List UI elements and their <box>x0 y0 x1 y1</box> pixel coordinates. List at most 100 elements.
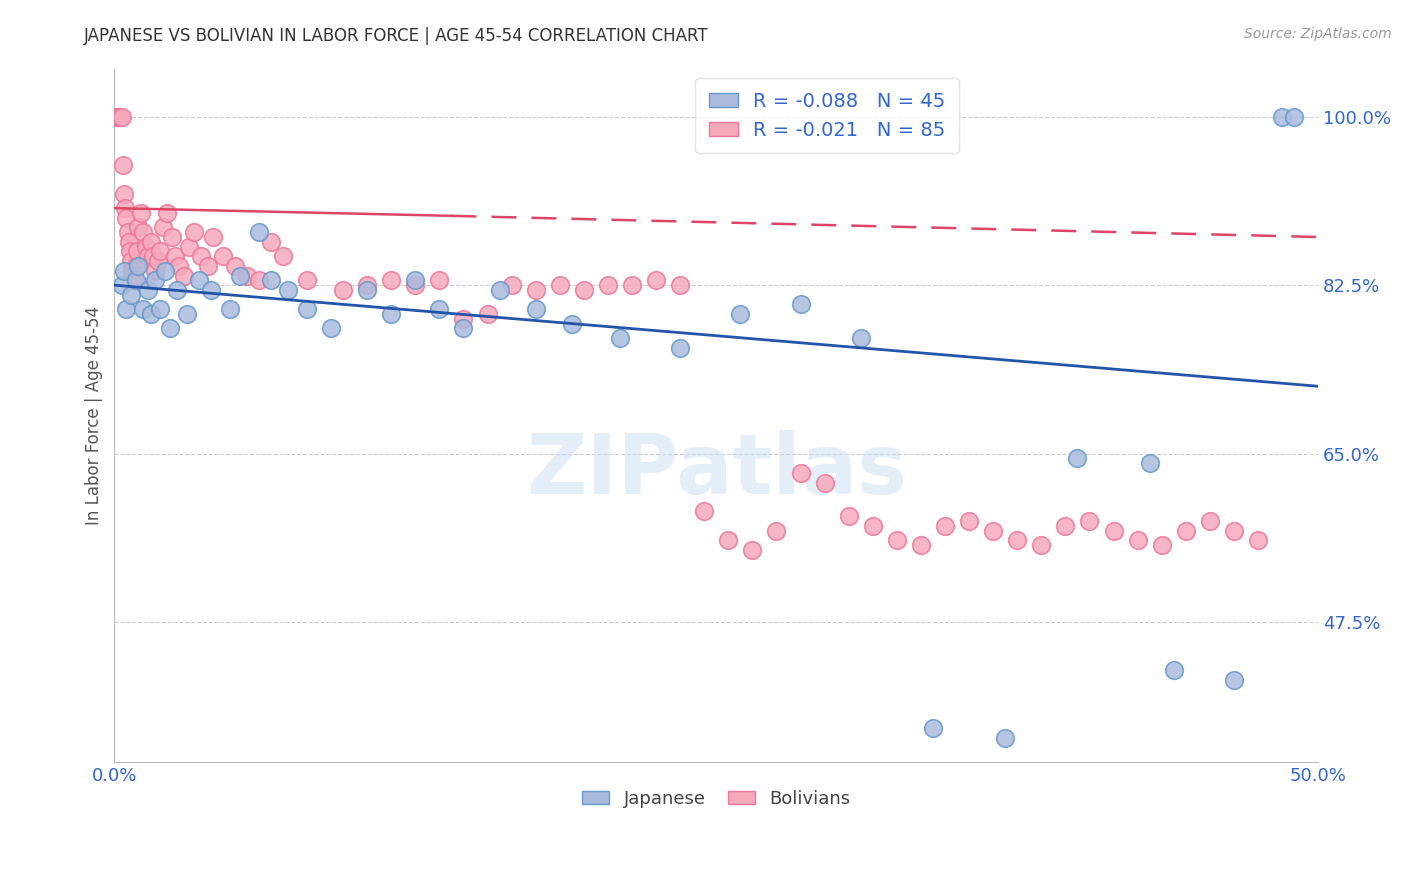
Point <box>453 311 475 326</box>
Point <box>202 230 225 244</box>
Point <box>561 317 583 331</box>
Point <box>1005 533 1028 548</box>
Point <box>127 244 149 259</box>
Text: ZIPatlas: ZIPatlas <box>526 430 907 511</box>
Point <box>1031 538 1053 552</box>
Point <box>219 302 242 317</box>
Point <box>173 268 195 283</box>
Point <box>183 225 205 239</box>
Point <box>548 278 571 293</box>
Point <box>143 263 166 277</box>
Point <box>404 273 426 287</box>
Point <box>117 225 139 239</box>
Point <box>121 263 143 277</box>
Point <box>356 283 378 297</box>
Point <box>429 302 451 317</box>
Point <box>271 249 294 263</box>
Point <box>981 524 1004 538</box>
Point <box>132 302 155 317</box>
Point <box>332 283 354 297</box>
Point <box>247 225 270 239</box>
Point <box>129 206 152 220</box>
Point <box>910 538 932 552</box>
Point <box>849 331 872 345</box>
Point <box>404 278 426 293</box>
Point <box>789 466 811 480</box>
Point <box>187 273 209 287</box>
Point <box>136 249 159 263</box>
Point <box>1282 110 1305 124</box>
Point <box>105 110 128 124</box>
Point <box>176 307 198 321</box>
Point <box>1150 538 1173 552</box>
Point <box>1139 456 1161 470</box>
Point <box>136 283 159 297</box>
Point <box>429 273 451 287</box>
Point <box>669 341 692 355</box>
Point <box>111 278 134 293</box>
Point <box>1066 451 1088 466</box>
Point <box>110 110 132 124</box>
Point <box>135 240 157 254</box>
Point <box>149 244 172 259</box>
Point <box>1126 533 1149 548</box>
Point <box>862 519 884 533</box>
Point <box>1163 663 1185 677</box>
Point <box>488 283 510 297</box>
Point <box>277 283 299 297</box>
Point <box>177 240 200 254</box>
Point <box>127 259 149 273</box>
Point <box>838 509 860 524</box>
Point <box>380 273 402 287</box>
Point <box>1102 524 1125 538</box>
Point <box>115 211 138 225</box>
Point <box>152 220 174 235</box>
Point <box>108 110 131 124</box>
Point <box>153 263 176 277</box>
Point <box>125 259 148 273</box>
Point <box>190 249 212 263</box>
Point <box>645 273 668 287</box>
Point <box>765 524 787 538</box>
Point <box>125 273 148 287</box>
Point <box>1271 110 1294 124</box>
Point <box>1223 673 1246 687</box>
Point <box>120 254 142 268</box>
Point <box>120 287 142 301</box>
Point <box>813 475 835 490</box>
Point <box>159 321 181 335</box>
Point <box>111 158 134 172</box>
Point <box>166 283 188 297</box>
Point <box>114 201 136 215</box>
Point <box>934 519 956 533</box>
Point <box>139 307 162 321</box>
Point <box>118 235 141 249</box>
Point <box>669 278 692 293</box>
Point <box>572 283 595 297</box>
Point <box>169 259 191 273</box>
Point <box>693 504 716 518</box>
Point <box>260 235 283 249</box>
Point <box>146 254 169 268</box>
Point <box>717 533 740 548</box>
Point <box>501 278 523 293</box>
Point <box>621 278 644 293</box>
Point <box>1198 514 1220 528</box>
Point <box>115 302 138 317</box>
Point <box>1078 514 1101 528</box>
Point <box>319 321 342 335</box>
Point <box>143 273 166 287</box>
Point <box>295 302 318 317</box>
Point <box>228 268 250 283</box>
Point <box>356 278 378 293</box>
Point <box>160 230 183 244</box>
Point <box>156 206 179 220</box>
Point <box>139 235 162 249</box>
Point <box>477 307 499 321</box>
Point <box>380 307 402 321</box>
Point <box>149 302 172 317</box>
Point <box>122 268 145 283</box>
Point <box>111 110 134 124</box>
Point <box>596 278 619 293</box>
Point <box>741 543 763 558</box>
